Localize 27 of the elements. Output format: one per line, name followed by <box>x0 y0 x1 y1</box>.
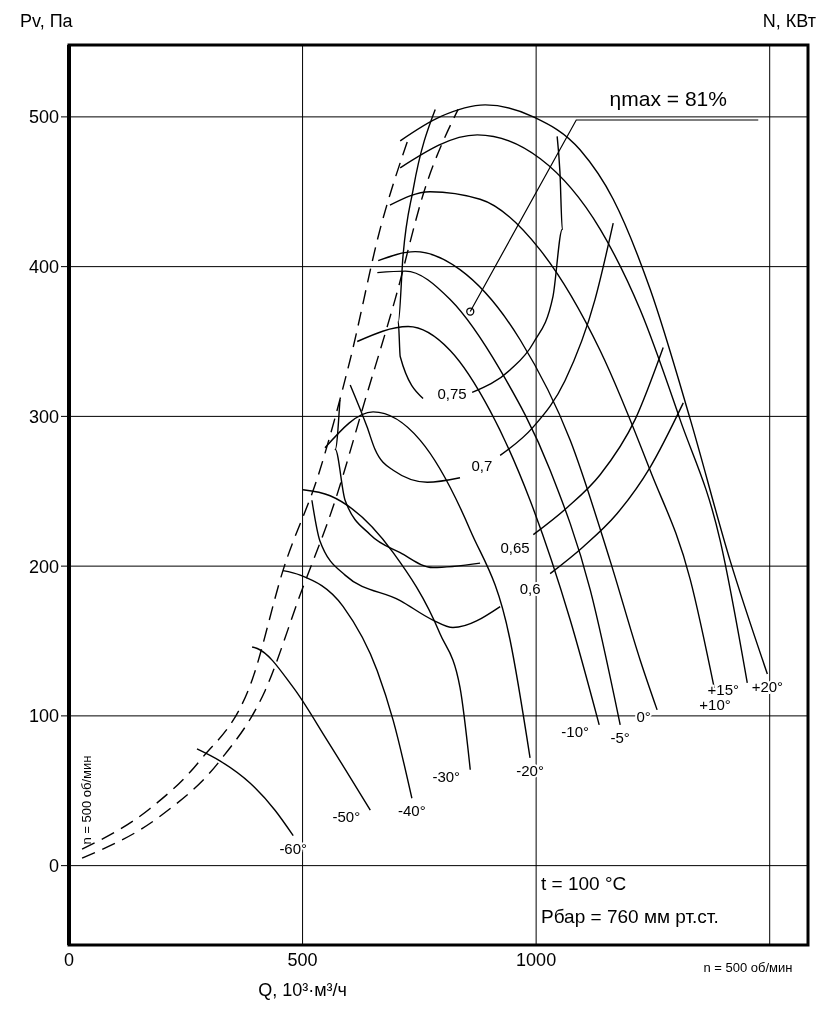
series-label: -50° <box>332 808 361 826</box>
y-tick-label: 0 <box>48 856 59 877</box>
text: N, КВт <box>762 10 816 31</box>
series-label: 0,75 <box>437 385 467 403</box>
x-tick-label: 0 <box>63 949 75 970</box>
series-label: -10° <box>561 722 590 740</box>
series-label: +10° <box>699 695 731 713</box>
annotation: n = 500 об/мин <box>79 755 95 845</box>
x-tick-label: 500 <box>287 949 318 970</box>
series-label: -5° <box>610 728 630 746</box>
series-label: +15° <box>707 680 739 698</box>
annotation: ηmax = 81% <box>609 87 727 110</box>
y-tick-label: 400 <box>28 257 59 278</box>
x-tick-label: 1000 <box>516 949 557 970</box>
y-tick-label: 100 <box>28 706 59 727</box>
series-label: 0,65 <box>500 538 530 556</box>
y-tick-label: 500 <box>28 107 59 128</box>
series-label: -40° <box>398 802 426 820</box>
y-tick-label: 300 <box>28 406 59 427</box>
text: n = 500 об/мин <box>703 960 793 976</box>
annotation: t = 100 °C <box>541 873 627 895</box>
annotation: Рбар = 760 мм рт.ст. <box>541 906 719 928</box>
series-label: -30° <box>432 767 461 785</box>
x-axis-title: Q, 10³·м³/ч <box>258 980 347 1000</box>
y-tick-label: 200 <box>28 556 59 577</box>
y-axis-title: Pv, Па <box>20 10 74 31</box>
series-label: 0,7 <box>471 456 493 474</box>
